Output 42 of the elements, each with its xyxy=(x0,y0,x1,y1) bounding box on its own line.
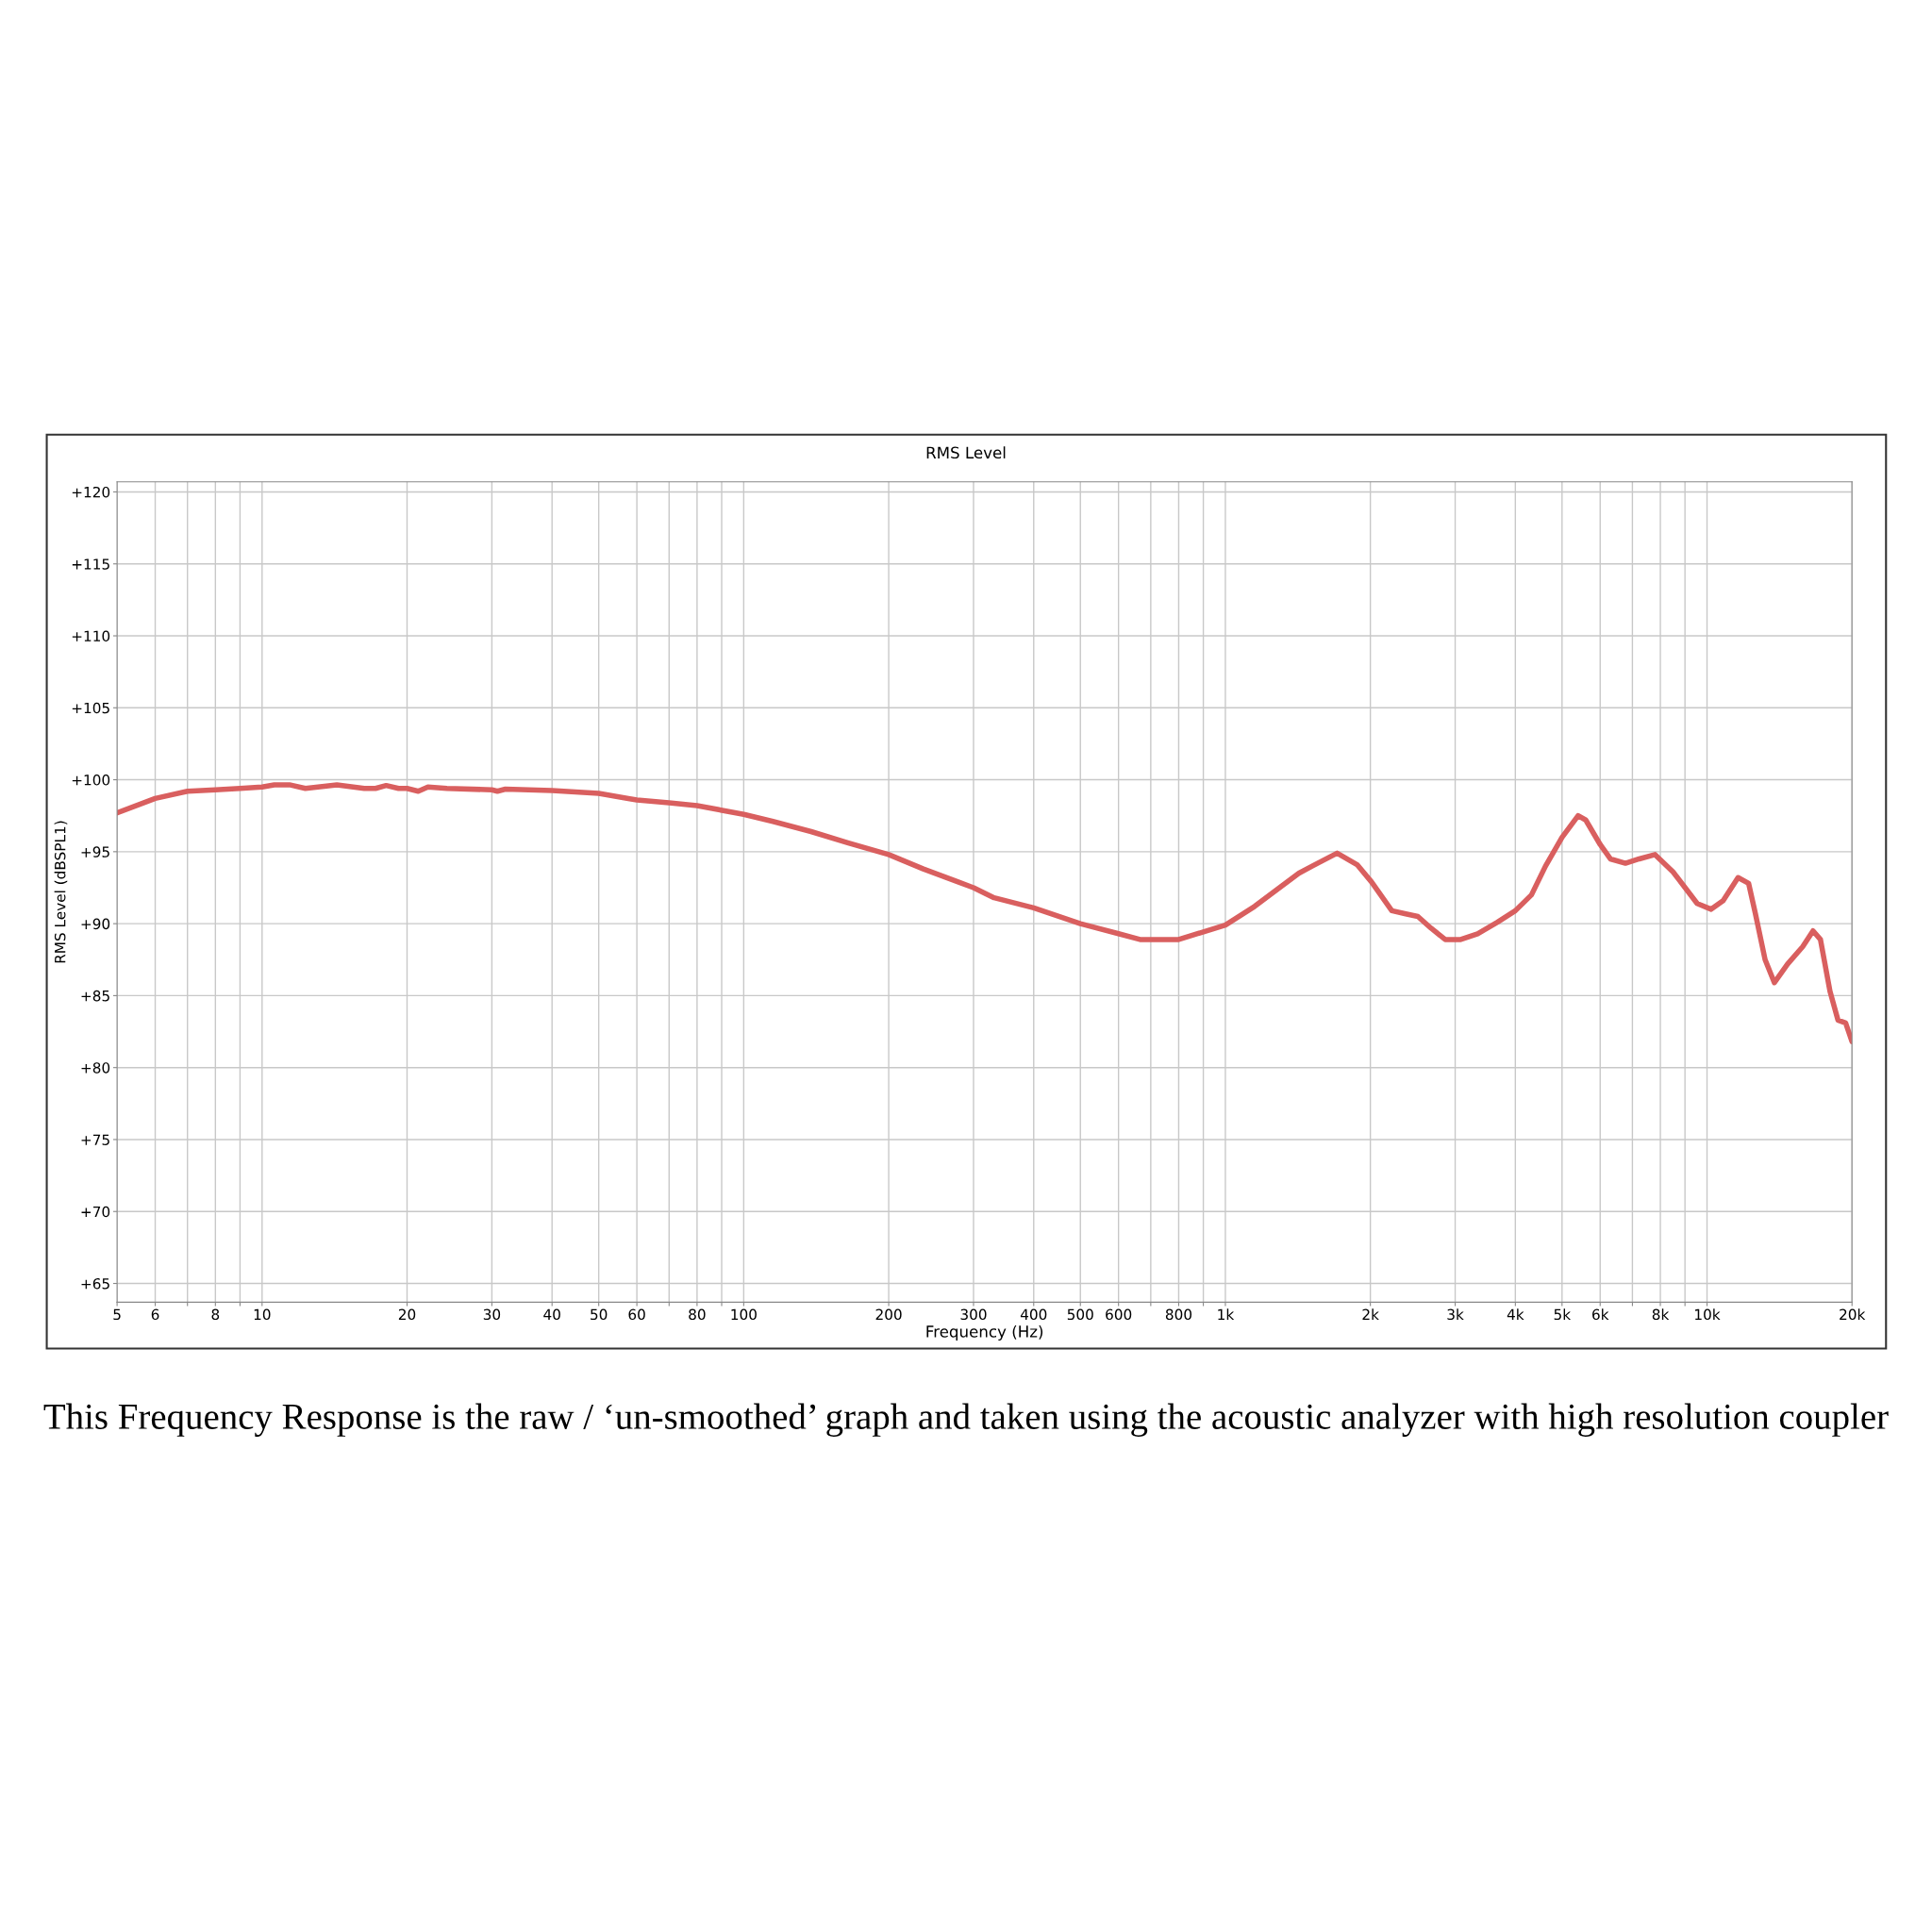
y-tick-label: +120 xyxy=(72,486,110,498)
y-axis-title: RMS Level (dBSPL1) xyxy=(54,821,68,963)
x-tick-label: 6 xyxy=(151,1308,159,1321)
y-tick-label: +65 xyxy=(81,1277,109,1290)
y-tick-label: +110 xyxy=(72,630,110,642)
x-tick-label: 40 xyxy=(543,1308,560,1321)
x-tick-label: 8k xyxy=(1652,1308,1670,1321)
x-tick-label: 3k xyxy=(1447,1308,1464,1321)
x-tick-label: 2k xyxy=(1362,1308,1379,1320)
x-tick-label: 5k xyxy=(1554,1308,1572,1321)
y-tick-label: +100 xyxy=(72,774,110,786)
y-tick-label: +85 xyxy=(81,990,109,1002)
x-tick-label: 20k xyxy=(1840,1308,1866,1321)
x-tick-label: 200 xyxy=(875,1308,902,1321)
x-axis-title: Frequency (Hz) xyxy=(926,1324,1043,1341)
y-tick-label: +70 xyxy=(81,1206,110,1218)
y-tick-label: +115 xyxy=(72,558,109,570)
y-tick-label: +95 xyxy=(81,846,109,858)
x-tick-label: 600 xyxy=(1106,1308,1132,1321)
x-tick-label: 500 xyxy=(1067,1308,1093,1321)
x-tick-label: 8 xyxy=(211,1308,220,1321)
x-tick-label: 6k xyxy=(1592,1308,1609,1321)
y-tick-label: +90 xyxy=(81,918,110,930)
x-tick-label: 10 xyxy=(254,1308,271,1321)
y-tick-label: +75 xyxy=(81,1134,109,1145)
x-tick-label: 1k xyxy=(1218,1308,1235,1320)
chart-title: RMS Level xyxy=(926,446,1006,459)
y-tick-label: +105 xyxy=(72,702,109,714)
x-tick-label: 100 xyxy=(731,1308,757,1321)
x-tick-label: 30 xyxy=(483,1308,501,1321)
y-tick-label: +80 xyxy=(81,1062,110,1074)
x-tick-label: 400 xyxy=(1020,1308,1047,1321)
x-tick-label: 300 xyxy=(960,1308,987,1321)
x-tick-label: 5 xyxy=(113,1308,121,1321)
x-tick-label: 80 xyxy=(689,1308,706,1321)
x-tick-label: 10k xyxy=(1695,1308,1721,1321)
x-tick-label: 60 xyxy=(628,1308,645,1321)
x-tick-label: 800 xyxy=(1165,1308,1192,1321)
x-tick-label: 20 xyxy=(398,1308,416,1321)
text: This Frequency Response is the raw / ‘un-smoothed’ graph and taken using the acoustic analyzer with high resolution coupler xyxy=(43,1403,1889,1437)
x-tick-label: 50 xyxy=(591,1308,608,1321)
x-tick-label: 4k xyxy=(1507,1308,1524,1320)
